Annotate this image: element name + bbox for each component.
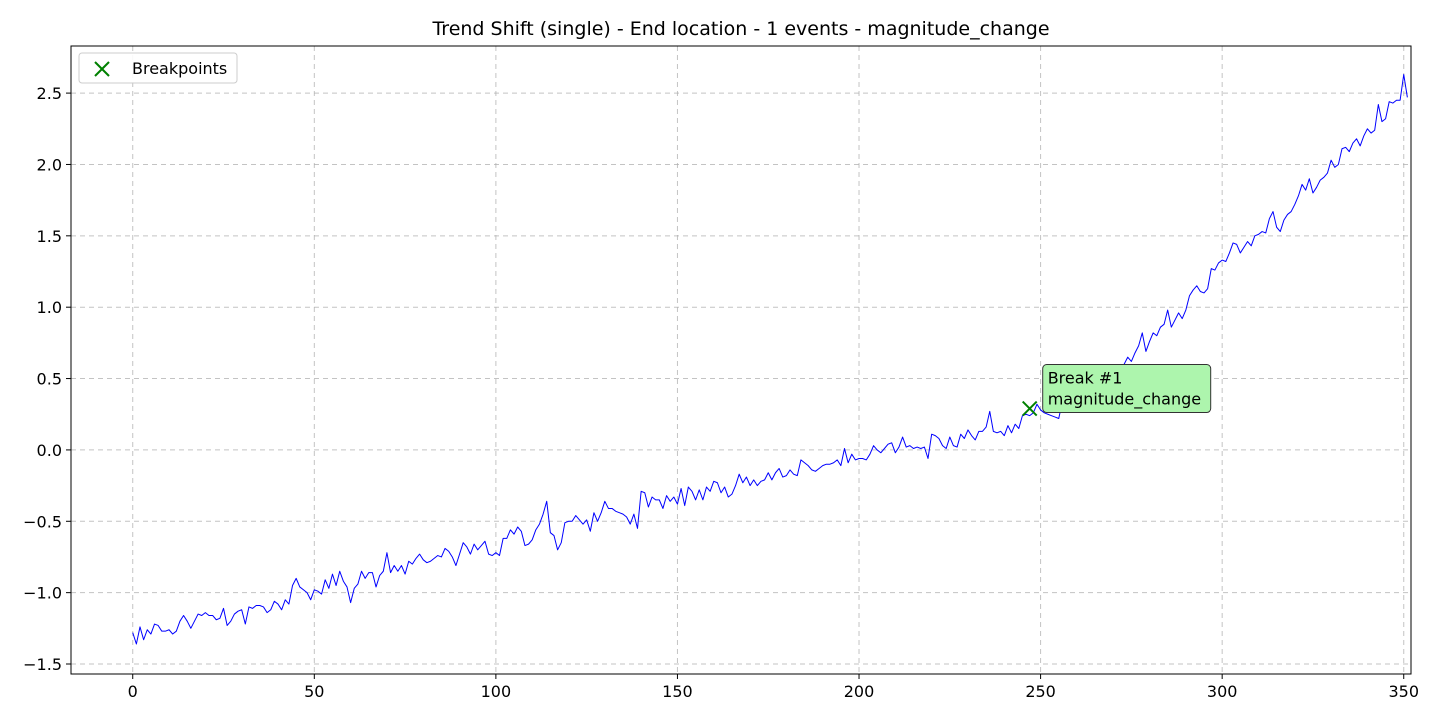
legend: Breakpoints (78, 52, 238, 84)
y-tick-label: −1.5 (23, 655, 62, 674)
annotation-label-event: magnitude_change (1048, 390, 1201, 410)
y-tick-label: 0.5 (37, 370, 62, 389)
axis-layer: 0 50 100 150 200 250 300 350 −1.5 −1.0 −0.5 0.0 0.5 1… (23, 84, 1419, 701)
y-tick-label: 2.0 (37, 155, 62, 174)
y-tick-label: −0.5 (23, 512, 62, 531)
y-tick-label: 2.5 (37, 84, 62, 103)
x-tick-label: 100 (481, 682, 512, 701)
annotation-label-title: Break #1 (1048, 369, 1123, 388)
grid-layer (71, 46, 1411, 674)
y-tick-label: 1.0 (37, 298, 62, 317)
x-tick-label: 300 (1207, 682, 1238, 701)
x-tick-label: 0 (128, 682, 138, 701)
x-tick-label: 150 (662, 682, 693, 701)
chart-title: Trend Shift (single) - End location - 1 … (431, 18, 1049, 40)
legend-label-breakpoints: Breakpoints (132, 59, 227, 78)
legend-x-marker-icon (94, 61, 110, 77)
y-tick-label: −1.0 (23, 584, 62, 603)
legend-frame (78, 52, 238, 84)
plot-frame (70, 45, 1412, 675)
breakpoint-marker (1021, 400, 1038, 417)
breakpoint-layer (1021, 400, 1038, 417)
series-line (132, 74, 1408, 645)
y-tick-label: 0.0 (37, 441, 62, 460)
x-tick-label: 50 (304, 682, 324, 701)
x-tick-label: 350 (1388, 682, 1419, 701)
y-tick-label: 1.5 (37, 227, 62, 246)
x-tick-label: 200 (844, 682, 875, 701)
series-layer (132, 74, 1408, 645)
legend-marker-glyph (94, 61, 110, 77)
annotation-layer: Break #1 magnitude_change (1042, 364, 1212, 414)
x-tick-label: 250 (1025, 682, 1056, 701)
annotation-box (1042, 364, 1212, 414)
